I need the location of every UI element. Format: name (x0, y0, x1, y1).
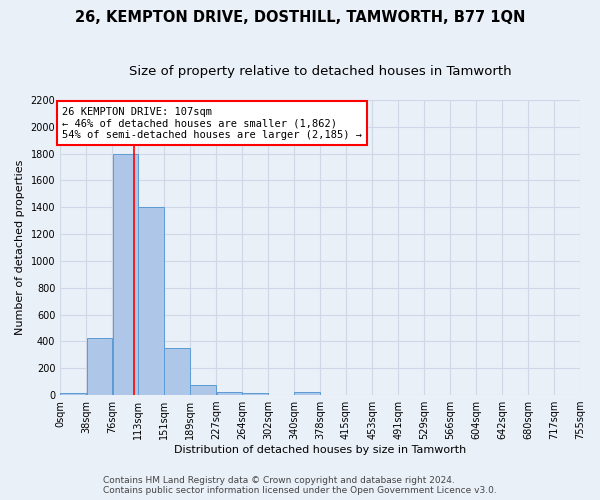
Bar (217, 392, 242, 395)
Text: 26 KEMPTON DRIVE: 107sqm
← 46% of detached houses are smaller (1,862)
54% of sem: 26 KEMPTON DRIVE: 107sqm ← 46% of detach… (62, 106, 362, 140)
Bar (242, 393, 268, 395)
Bar (138, 208, 164, 395)
Y-axis label: Number of detached properties: Number of detached properties (15, 160, 25, 335)
Text: Contains HM Land Registry data © Crown copyright and database right 2024.
Contai: Contains HM Land Registry data © Crown c… (103, 476, 497, 495)
Bar (113, 154, 138, 395)
Bar (295, 392, 320, 395)
Bar (86, 338, 112, 395)
X-axis label: Distribution of detached houses by size in Tamworth: Distribution of detached houses by size … (174, 445, 466, 455)
Bar (190, 385, 216, 395)
Bar (164, 348, 190, 395)
Title: Size of property relative to detached houses in Tamworth: Size of property relative to detached ho… (129, 65, 511, 78)
Bar (61, 393, 86, 395)
Text: 26, KEMPTON DRIVE, DOSTHILL, TAMWORTH, B77 1QN: 26, KEMPTON DRIVE, DOSTHILL, TAMWORTH, B… (75, 10, 525, 25)
